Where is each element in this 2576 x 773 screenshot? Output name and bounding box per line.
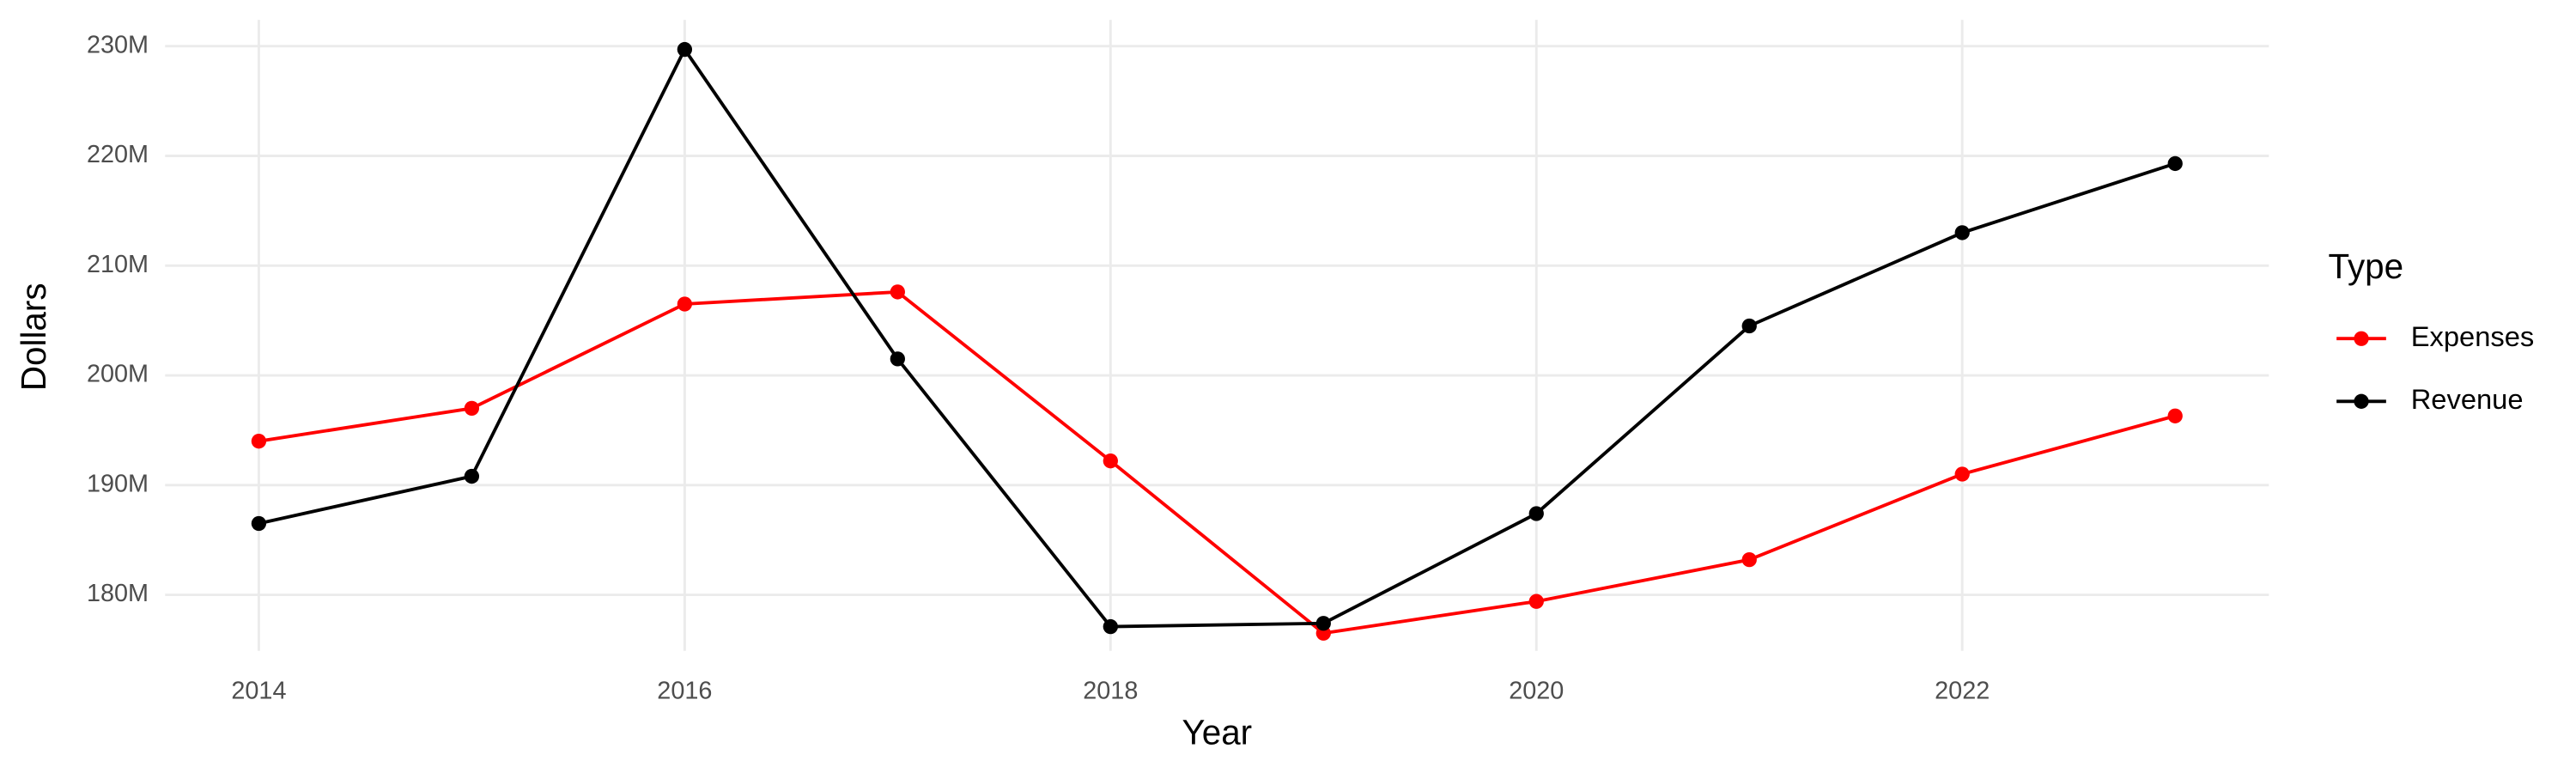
data-point <box>1528 506 1544 521</box>
legend-title: Type <box>2329 247 2404 286</box>
data-point <box>1741 318 1757 334</box>
data-point <box>464 468 480 484</box>
grid <box>165 20 2269 651</box>
y-tick-label: 200M <box>87 361 149 388</box>
data-point <box>251 515 267 532</box>
data-point <box>677 41 693 58</box>
legend-key-point <box>2354 393 2369 409</box>
data-point <box>2167 408 2183 423</box>
data-point <box>1103 618 1118 635</box>
series-line <box>258 289 2176 636</box>
data-point <box>251 434 267 449</box>
legend-label: Expenses <box>2411 320 2535 352</box>
y-tick-label: 180M <box>87 580 149 607</box>
data-point <box>1954 225 1970 240</box>
y-tick-label: 190M <box>87 470 149 497</box>
series-line <box>258 46 2176 629</box>
data-point <box>464 400 480 416</box>
x-tick-label: 2014 <box>231 677 286 704</box>
y-tick-label: 230M <box>87 31 149 58</box>
y-tick-label: 220M <box>87 141 149 168</box>
x-tick-label: 2018 <box>1083 677 1138 704</box>
data-point <box>1315 616 1331 631</box>
data-point <box>1103 453 1118 469</box>
x-tick-label: 2020 <box>1509 677 1564 704</box>
x-tick-label: 2016 <box>657 677 712 704</box>
data-point <box>1528 593 1544 609</box>
y-axis-title: Dollars <box>14 283 53 391</box>
data-point <box>1954 466 1970 482</box>
x-tick-label: 2022 <box>1935 677 1990 704</box>
data-point <box>2167 155 2183 172</box>
data-point <box>890 284 905 300</box>
data-point <box>677 296 693 312</box>
y-tick-label: 210M <box>87 251 149 278</box>
legend-label: Revenue <box>2411 383 2524 415</box>
x-axis-title: Year <box>1182 712 1253 752</box>
data-point <box>890 351 905 367</box>
data-point <box>1741 551 1757 568</box>
legend-key-point <box>2354 331 2369 346</box>
